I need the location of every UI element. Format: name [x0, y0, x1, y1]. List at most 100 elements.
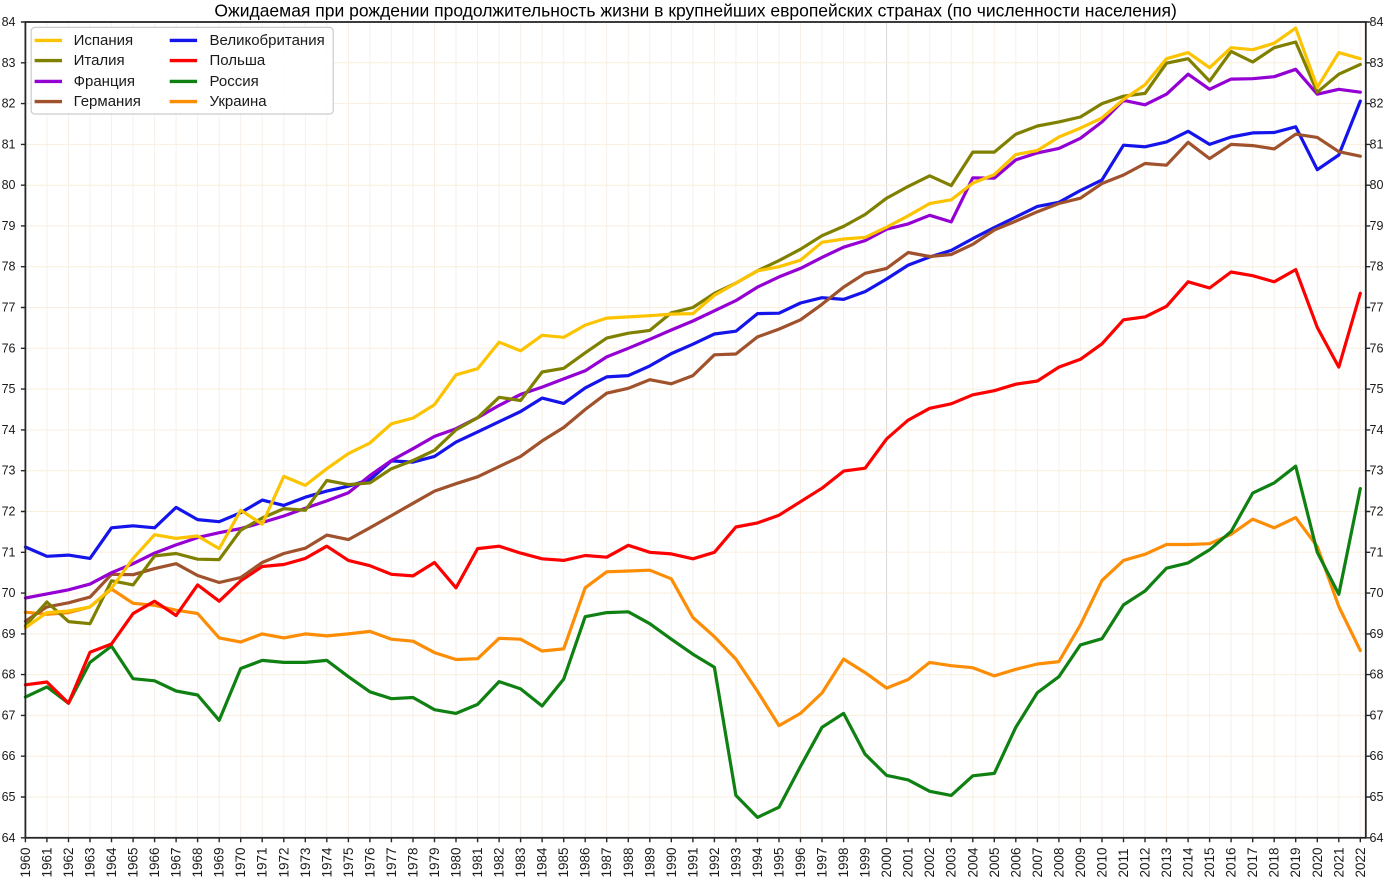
svg-text:67: 67: [2, 708, 16, 722]
svg-text:1985: 1985: [556, 847, 571, 877]
svg-text:70: 70: [1370, 586, 1384, 600]
svg-text:77: 77: [1370, 301, 1384, 315]
svg-text:1997: 1997: [815, 847, 830, 877]
svg-text:82: 82: [1370, 97, 1384, 111]
svg-text:1964: 1964: [104, 847, 119, 878]
svg-text:1971: 1971: [255, 847, 270, 877]
svg-text:2006: 2006: [1008, 847, 1023, 877]
svg-text:Великобритания: Великобритания: [210, 32, 325, 49]
svg-text:65: 65: [2, 790, 16, 804]
svg-text:1965: 1965: [126, 847, 141, 877]
svg-text:81: 81: [1370, 137, 1384, 151]
svg-text:71: 71: [2, 545, 16, 559]
svg-text:74: 74: [2, 423, 16, 437]
svg-text:2019: 2019: [1288, 847, 1303, 877]
svg-text:2007: 2007: [1030, 847, 1045, 877]
svg-text:2004: 2004: [965, 847, 980, 878]
svg-text:2009: 2009: [1073, 847, 1088, 877]
svg-text:68: 68: [2, 668, 16, 682]
svg-text:1966: 1966: [147, 847, 162, 877]
svg-text:1969: 1969: [212, 847, 227, 877]
svg-text:65: 65: [1370, 790, 1384, 804]
svg-text:1987: 1987: [599, 847, 614, 877]
svg-text:1972: 1972: [276, 847, 291, 877]
svg-text:2015: 2015: [1202, 847, 1217, 877]
svg-text:1983: 1983: [513, 847, 528, 877]
svg-text:Украина: Украина: [210, 93, 268, 110]
svg-text:69: 69: [1370, 627, 1384, 641]
svg-text:Франция: Франция: [74, 73, 135, 90]
svg-text:72: 72: [1370, 505, 1384, 519]
svg-text:2022: 2022: [1353, 847, 1368, 877]
svg-text:1999: 1999: [858, 847, 873, 877]
svg-text:2003: 2003: [944, 847, 959, 877]
svg-text:64: 64: [1370, 831, 1384, 845]
svg-text:1994: 1994: [750, 847, 765, 878]
svg-text:2002: 2002: [922, 847, 937, 877]
svg-text:1984: 1984: [535, 847, 550, 878]
svg-text:2012: 2012: [1138, 847, 1153, 877]
svg-text:Польша: Польша: [210, 52, 266, 69]
svg-text:78: 78: [1370, 260, 1384, 274]
svg-text:1960: 1960: [18, 847, 33, 877]
svg-text:71: 71: [1370, 545, 1384, 559]
svg-text:84: 84: [1370, 15, 1384, 29]
svg-text:73: 73: [2, 464, 16, 478]
svg-text:Россия: Россия: [210, 73, 259, 90]
svg-text:Германия: Германия: [74, 93, 141, 110]
svg-text:2000: 2000: [879, 847, 894, 877]
svg-text:1979: 1979: [427, 847, 442, 877]
svg-text:1975: 1975: [341, 847, 356, 877]
svg-text:1989: 1989: [642, 847, 657, 877]
svg-text:1970: 1970: [233, 847, 248, 877]
svg-text:78: 78: [2, 260, 16, 274]
svg-text:2014: 2014: [1181, 847, 1196, 878]
svg-text:70: 70: [2, 586, 16, 600]
svg-text:Испания: Испания: [74, 32, 134, 49]
svg-text:1992: 1992: [707, 847, 722, 877]
svg-text:Ожидаемая при рождении продолж: Ожидаемая при рождении продолжительность…: [214, 1, 1176, 21]
svg-text:1976: 1976: [362, 847, 377, 877]
svg-text:1995: 1995: [772, 847, 787, 877]
svg-text:75: 75: [1370, 382, 1384, 396]
svg-text:79: 79: [2, 219, 16, 233]
svg-text:80: 80: [2, 178, 16, 192]
svg-text:83: 83: [2, 56, 16, 70]
svg-text:76: 76: [1370, 341, 1384, 355]
svg-text:2011: 2011: [1116, 848, 1131, 877]
svg-text:72: 72: [2, 505, 16, 519]
svg-text:66: 66: [1370, 749, 1384, 763]
svg-text:1974: 1974: [319, 847, 334, 878]
svg-text:2016: 2016: [1224, 847, 1239, 877]
svg-text:80: 80: [1370, 178, 1384, 192]
svg-text:76: 76: [2, 341, 16, 355]
svg-text:73: 73: [1370, 464, 1384, 478]
svg-text:2010: 2010: [1095, 847, 1110, 877]
svg-text:1962: 1962: [61, 847, 76, 877]
svg-text:2005: 2005: [987, 847, 1002, 877]
svg-text:2020: 2020: [1310, 847, 1325, 877]
svg-text:77: 77: [2, 301, 16, 315]
svg-text:1982: 1982: [492, 847, 507, 877]
svg-text:1996: 1996: [793, 847, 808, 877]
svg-text:67: 67: [1370, 708, 1384, 722]
svg-text:82: 82: [2, 97, 16, 111]
svg-text:64: 64: [2, 831, 16, 845]
svg-text:81: 81: [2, 137, 16, 151]
svg-text:79: 79: [1370, 219, 1384, 233]
svg-text:83: 83: [1370, 56, 1384, 70]
svg-text:1990: 1990: [664, 847, 679, 877]
svg-text:68: 68: [1370, 668, 1384, 682]
svg-text:1980: 1980: [449, 847, 464, 877]
svg-text:2013: 2013: [1159, 847, 1174, 877]
svg-text:75: 75: [2, 382, 16, 396]
svg-text:2001: 2001: [901, 847, 916, 877]
svg-text:1977: 1977: [384, 847, 399, 877]
svg-text:1988: 1988: [621, 847, 636, 877]
svg-text:84: 84: [2, 15, 16, 29]
svg-text:1967: 1967: [169, 847, 184, 877]
svg-text:1973: 1973: [298, 847, 313, 877]
svg-text:1961: 1961: [39, 847, 54, 877]
svg-text:2018: 2018: [1267, 847, 1282, 877]
svg-text:1998: 1998: [836, 847, 851, 877]
